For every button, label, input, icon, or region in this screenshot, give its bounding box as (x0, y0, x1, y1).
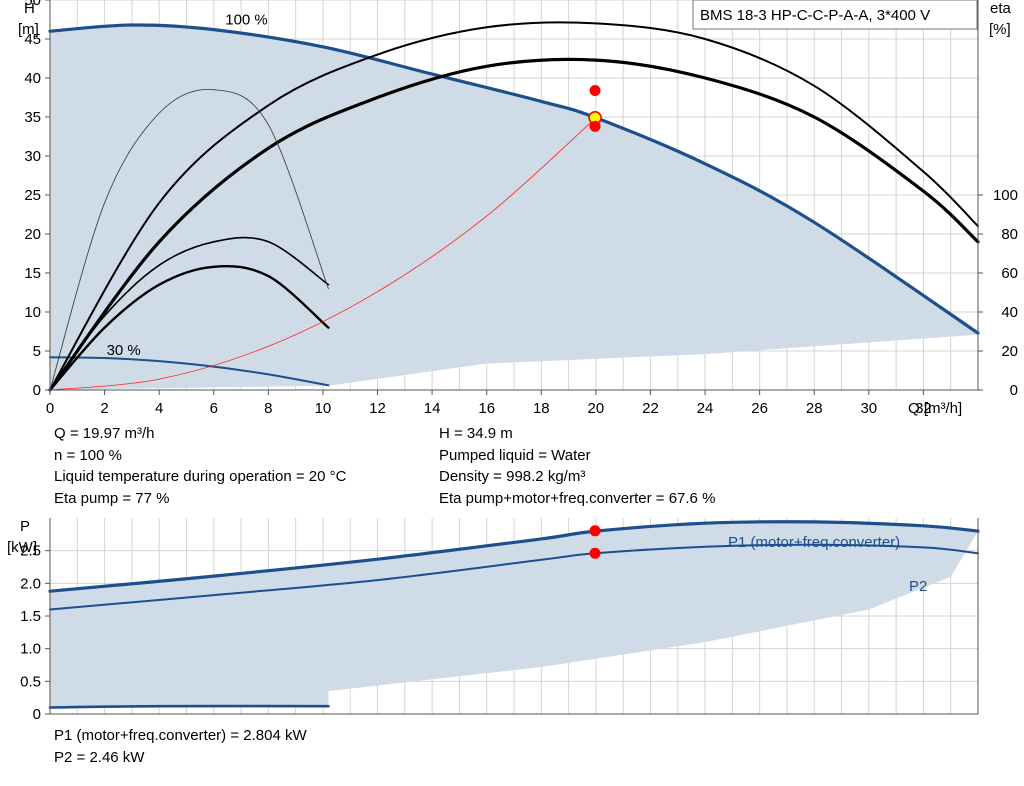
head-y-tick-label: 15 (24, 265, 41, 282)
info-flow: Q = 19.97 m³/h (54, 425, 155, 442)
eta-y-tick-label: 0 (1010, 382, 1018, 399)
head-y-tick-label: 30 (24, 148, 41, 165)
info-head: H = 34.9 m (439, 425, 513, 442)
model-label: BMS 18-3 HP-C-C-P-A-A, 3*400 V (700, 7, 930, 24)
info-eta-total: Eta pump+motor+freq.converter = 67.6 % (439, 489, 716, 507)
info-eta-pump: Eta pump = 77 % (54, 489, 170, 507)
x-tick-label: 4 (155, 400, 163, 417)
head-y-tick-label: 0 (33, 382, 41, 399)
power-y-tick-label: 1.5 (20, 608, 41, 625)
info-p1: P1 (motor+freq.converter) = 2.804 kW (54, 727, 307, 744)
x-tick-label: 22 (642, 400, 659, 417)
series-head-30 (49, 356, 330, 387)
x-tick-label: 12 (369, 400, 386, 417)
x-tick-label: 16 (478, 400, 495, 417)
curve-annotation: 100 % (225, 12, 268, 29)
operating-range-area (50, 24, 978, 390)
power-series-p-30 (48, 704, 330, 709)
x-tick-label: 20 (588, 400, 605, 417)
x-tick-label: 6 (210, 400, 218, 417)
info-p2: P2 = 2.46 kW (54, 748, 145, 766)
x-tick-label: 2 (100, 400, 108, 417)
x-tick-label: 8 (264, 400, 272, 417)
info-speed: n = 100 % (54, 446, 122, 464)
head-y-tick-label: 10 (24, 304, 41, 321)
power-marker (589, 547, 601, 559)
head-y-tick-label: 35 (24, 109, 41, 126)
eta-y-tick-label: 20 (1001, 343, 1018, 360)
x-tick-label: 14 (424, 400, 441, 417)
head-y-tick-label: 25 (24, 187, 41, 204)
model-label-box (692, 0, 978, 30)
eta-axis-title: eta (990, 0, 1012, 17)
p1-series-label: P1 (motor+freq.converter) (728, 534, 900, 551)
marker-eta-total (589, 120, 601, 132)
info-top-left: Q = 19.97 m³/h n = 100 % Liquid temperat… (54, 423, 346, 509)
head-axis-unit: [m] (18, 21, 39, 38)
x-tick-label: 10 (315, 400, 332, 417)
marker-eta-pump (589, 84, 601, 96)
x-tick-label: 24 (697, 400, 714, 417)
head-y-tick-label: 40 (24, 70, 41, 87)
x-tick-label: 0 (46, 400, 54, 417)
series-system-curve (49, 117, 597, 391)
series-eta-total-100 (48, 57, 980, 392)
power-y-tick-label: 2.5 (20, 543, 41, 560)
series-head-100 (48, 23, 980, 335)
head-axis-title: H (24, 0, 35, 17)
series-eta-pump-100 (49, 21, 979, 391)
x-tick-label: 26 (751, 400, 768, 417)
info-liquid-temperature: Liquid temperature during operation = 20… (54, 468, 347, 485)
power-y-tick-label: 2.0 (20, 575, 41, 592)
eta-y-tick-label: 80 (1001, 226, 1018, 243)
x-tick-label: 28 (806, 400, 823, 417)
x-tick-label: 32 (915, 400, 932, 417)
x-tick-label: 18 (533, 400, 550, 417)
eta-y-tick-label: 60 (1001, 265, 1018, 282)
series-eta-thin-30 (49, 88, 329, 391)
series-eta-total-30 (48, 265, 330, 392)
power-marker (589, 525, 601, 537)
p2-series-label: P2 (909, 578, 927, 595)
eta-y-tick-label: 40 (1001, 304, 1018, 321)
info-density: Density = 998.2 kg/m³ (439, 468, 586, 485)
power-y-tick-label: 1.0 (20, 641, 41, 658)
curve-annotation: 30 % (107, 342, 141, 359)
power-y-tick-label: 0.5 (20, 673, 41, 690)
info-bottom: P1 (motor+freq.converter) = 2.804 kW P2 … (54, 725, 307, 768)
power-axis-unit: [kW] (7, 539, 37, 556)
head-y-tick-label: 50 (24, 0, 41, 9)
power-series-p1 (48, 520, 980, 593)
eta-axis-unit: [%] (989, 21, 1011, 38)
head-y-tick-label: 5 (33, 343, 41, 360)
power-y-tick-label: 0 (33, 706, 41, 723)
power-axis-title: P (20, 518, 30, 535)
head-y-tick-label: 45 (24, 31, 41, 48)
x-axis-label: Q [m³/h] (908, 400, 962, 417)
series-eta-pump-30 (49, 236, 330, 391)
power-range-area (50, 521, 978, 708)
info-top-right: H = 34.9 m Pumped liquid = Water Density… (439, 423, 715, 509)
power-series-p2 (49, 543, 979, 611)
info-pumped-liquid: Pumped liquid = Water (439, 446, 591, 464)
eta-y-tick-label: 100 (993, 187, 1018, 204)
x-tick-label: 30 (860, 400, 877, 417)
head-y-tick-label: 20 (24, 226, 41, 243)
